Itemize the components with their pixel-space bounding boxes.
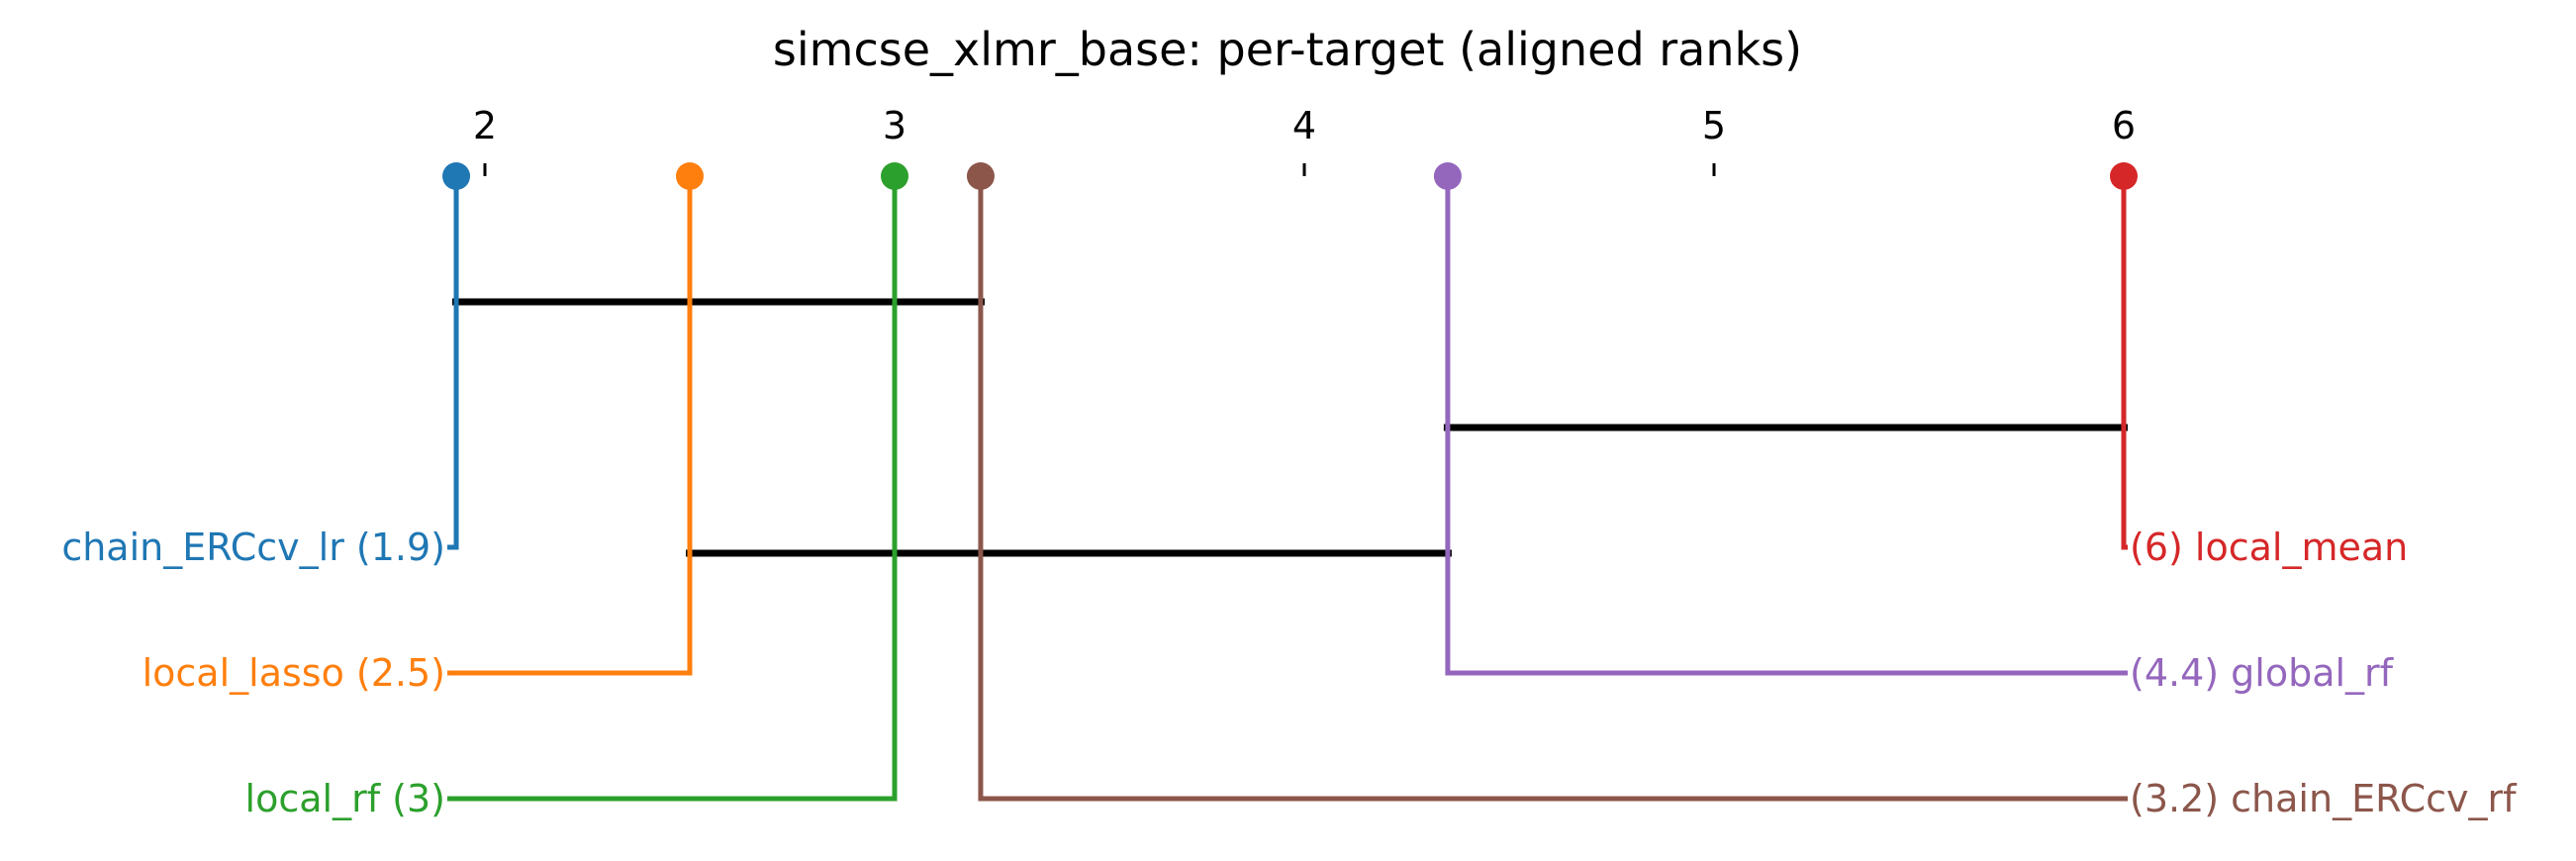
method-marker-chain-erccv-lr <box>442 162 471 190</box>
method-line-chain-erccv-rf <box>978 176 2128 802</box>
method-line-local-lasso <box>447 176 693 676</box>
method-label-local-lasso: local_lasso (2.5) <box>143 651 445 695</box>
tick-label-2: 2 <box>473 104 497 147</box>
method-line-local-mean <box>2121 176 2128 550</box>
method-label-global-rf: (4.4) global_rf <box>2130 651 2395 695</box>
clique-bars <box>452 298 2128 557</box>
chart-title: simcse_xlmr_base: per-target (aligned ra… <box>773 23 1802 76</box>
tick-label-6: 6 <box>2112 104 2136 147</box>
method-label-local-rf: local_rf (3) <box>245 777 445 820</box>
method-marker-local-mean <box>2110 162 2138 190</box>
method-marker-local-rf <box>881 162 908 190</box>
method-marker-chain-erccv-rf <box>966 162 995 190</box>
method-line-chain-erccv-lr <box>447 176 459 550</box>
method-label-chain-erccv-rf: (3.2) chain_ERCcv_rf <box>2130 777 2518 820</box>
method-marker-local-lasso <box>676 162 704 190</box>
tick-label-3: 3 <box>883 104 906 147</box>
tick-label-4: 4 <box>1292 104 1316 147</box>
tick-label-5: 5 <box>1702 104 1726 147</box>
rank-axis: 2 3 4 5 6 <box>473 104 2136 176</box>
method-marker-global-rf <box>1433 162 1462 190</box>
method-line-local-rf <box>447 176 898 802</box>
method-label-local-mean: (6) local_mean <box>2130 526 2408 569</box>
method-lines: chain_ERCcv_lr (1.9) local_lasso (2.5) loc… <box>61 162 2518 820</box>
method-label-chain-erccv-lr: chain_ERCcv_lr (1.9) <box>61 526 445 569</box>
method-line-global-rf <box>1445 176 2128 676</box>
